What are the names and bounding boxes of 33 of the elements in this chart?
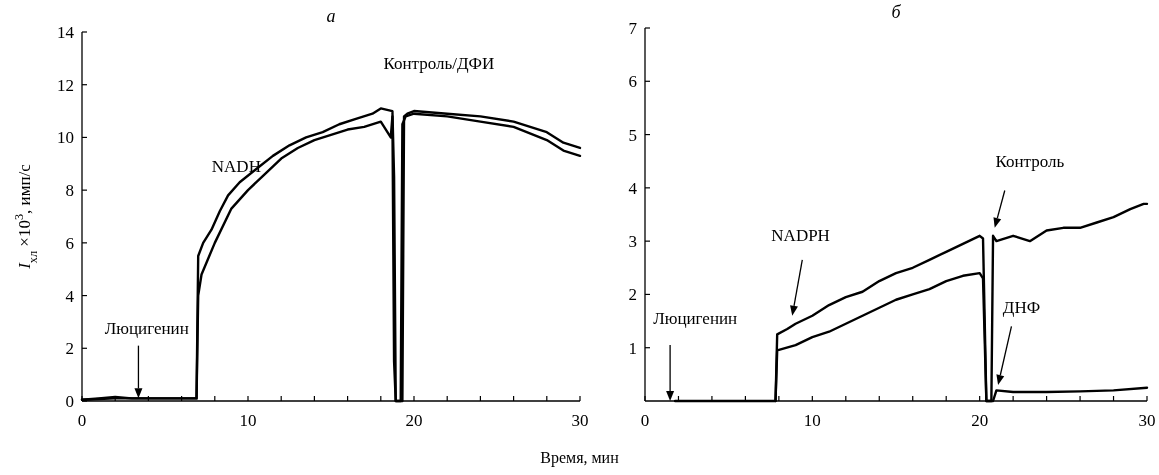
x-tick-label: 30	[571, 411, 589, 430]
y-tick-label: 6	[628, 72, 637, 92]
annotation: NADPH	[771, 226, 830, 246]
x-tick-label: 20	[405, 411, 423, 430]
annotation: Контроль	[995, 151, 1065, 171]
annotation: ДНФ	[1002, 298, 1041, 318]
y-tick-label: 8	[65, 181, 74, 201]
annotation: NADH	[211, 156, 261, 176]
x-tick-label: 30	[1138, 411, 1156, 430]
x-tick-label: 10	[239, 411, 257, 430]
annotation: Люцигенин	[104, 318, 189, 338]
y-tick-label: 2	[628, 285, 637, 305]
y-tick-label: 3	[628, 232, 637, 252]
y-tick-label: 0	[65, 392, 74, 411]
y-tick-label: 10	[57, 128, 74, 148]
x-tick-label: 10	[803, 411, 821, 430]
y-tick-label: 4	[65, 286, 75, 306]
y-tick-label: 12	[57, 75, 74, 95]
y-tick-label: 2	[65, 339, 74, 359]
y-tick-label: 7	[628, 19, 638, 38]
y-tick-label: 14	[57, 23, 75, 42]
chart-title: а	[326, 6, 336, 26]
x-axis-title: Время, мин	[540, 449, 620, 467]
chart-title: б	[891, 2, 902, 22]
x-tick-label: 0	[640, 411, 650, 430]
y-tick-label: 6	[65, 233, 74, 253]
x-tick-label: 0	[77, 411, 87, 430]
y-tick-label: 4	[628, 178, 638, 198]
y-tick-label: 1	[628, 338, 637, 358]
annotation: Люцигенин	[653, 308, 738, 328]
y-tick-label: 5	[628, 125, 637, 145]
x-tick-label: 20	[971, 411, 989, 430]
annotation: Контроль/ДФИ	[383, 53, 495, 73]
